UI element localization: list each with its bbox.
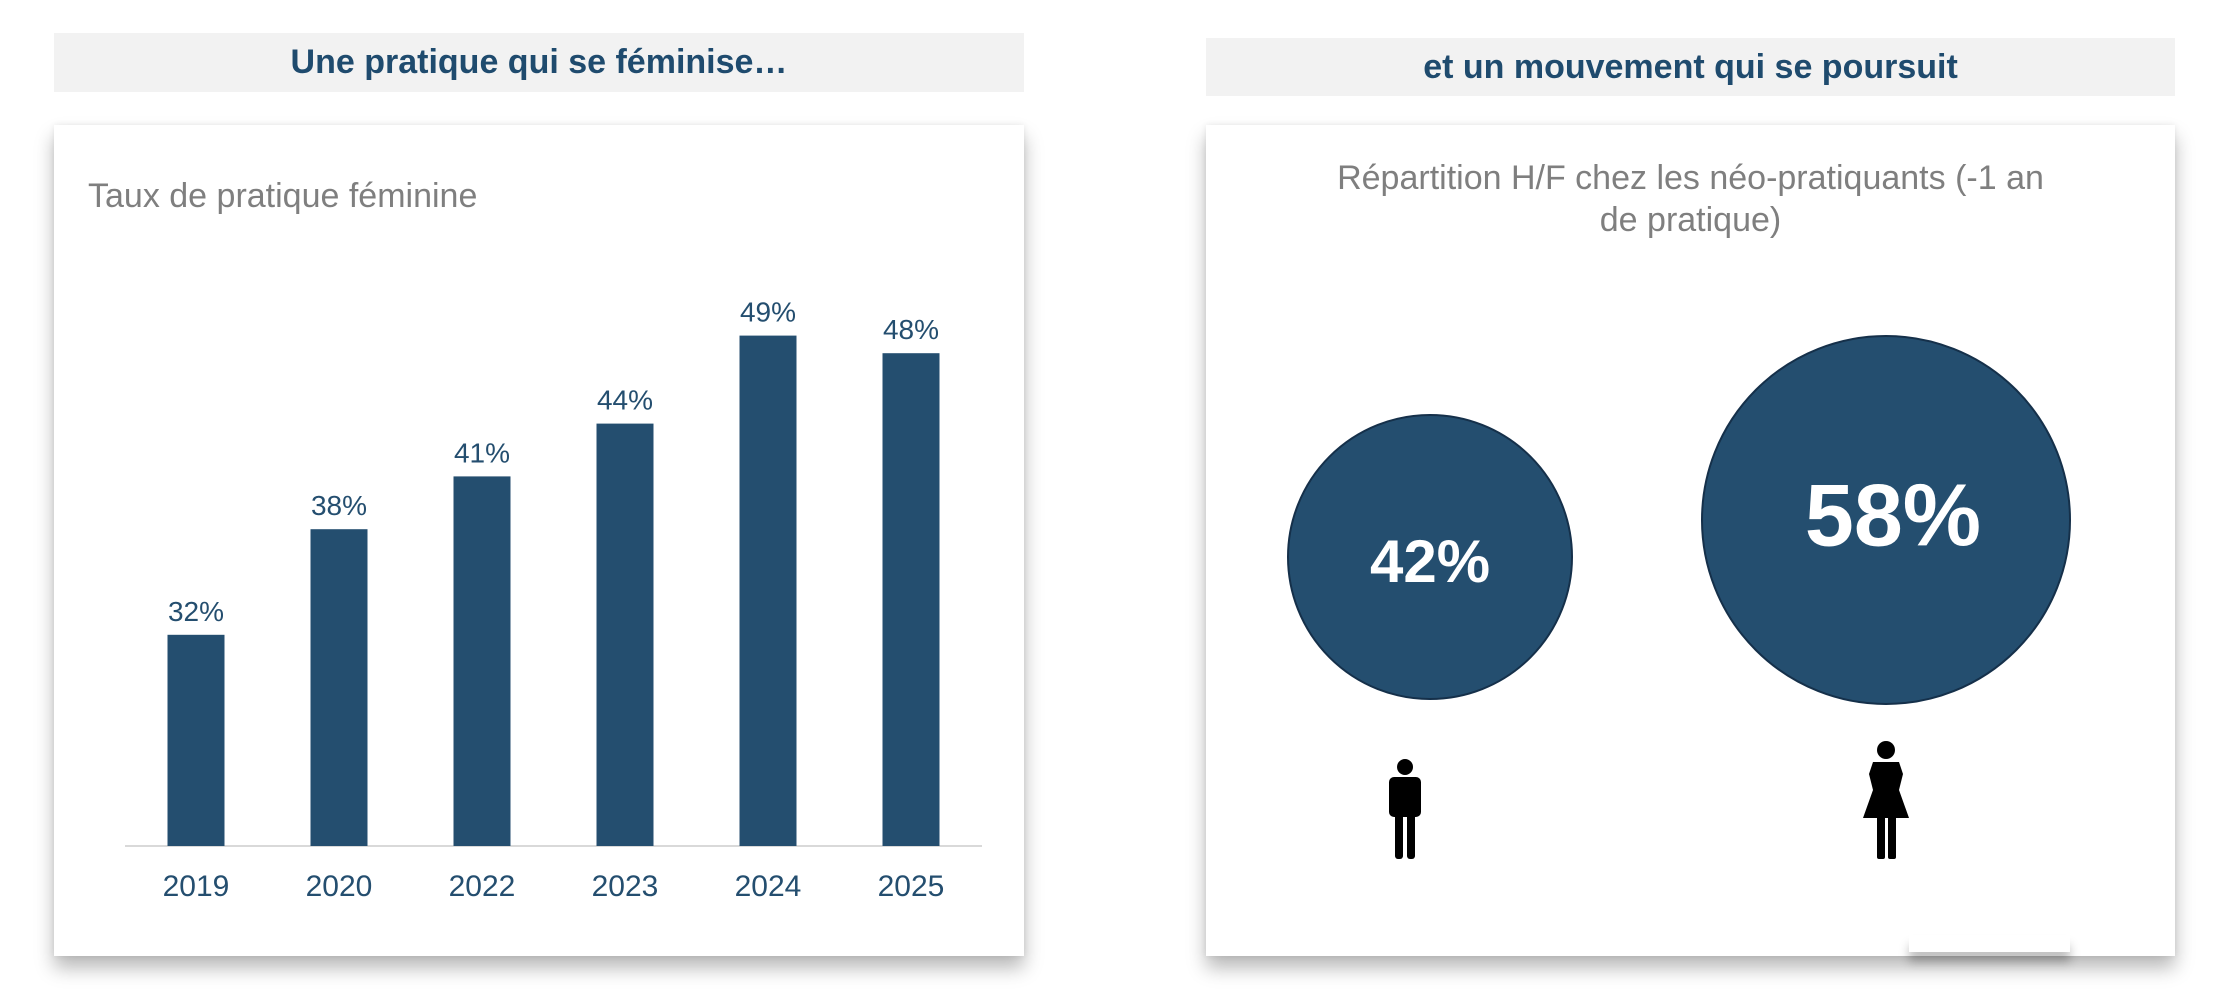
men-bubble: [1287, 414, 1573, 700]
men-percent: 42%: [1370, 528, 1490, 595]
bar-2019: [167, 634, 225, 846]
gender-chart-title-line1: Répartition H/F chez les néo-pratiquants…: [1337, 159, 2044, 197]
women-percent: 58%: [1805, 465, 1981, 564]
bar-chart: 32% 2019 38% 2020 41% 2022 44% 2023 49% 2024 48% 20…: [125, 297, 982, 903]
left-section-header-text: Une pratique qui se féminise…: [290, 43, 788, 81]
x-tick-label: 2023: [592, 870, 659, 903]
bar-2020: [310, 529, 368, 846]
decorative-tab: [1909, 935, 2070, 952]
bar-2025: [882, 353, 940, 846]
women-bubble: [1701, 335, 2071, 705]
bar-2023: [596, 423, 654, 846]
data-label: 44%: [597, 385, 653, 416]
x-tick-label: 2022: [449, 870, 516, 903]
data-label: 48%: [883, 314, 939, 345]
bar-2024: [739, 335, 797, 846]
gender-chart-title-line2: de pratique): [1599, 201, 1782, 239]
man-icon: [1389, 759, 1421, 859]
left-section-header: Une pratique qui se féminise…: [54, 33, 1024, 92]
data-label: 38%: [311, 490, 367, 521]
data-label: 49%: [740, 297, 796, 328]
data-label: 41%: [454, 437, 510, 468]
woman-icon: [1863, 741, 1909, 859]
x-tick-label: 2019: [163, 870, 230, 903]
x-tick-label: 2025: [878, 870, 945, 903]
data-label: 32%: [168, 596, 224, 627]
x-tick-label: 2020: [306, 870, 373, 903]
chart-title: Taux de pratique féminine: [88, 177, 478, 215]
right-section-header: et un mouvement qui se poursuit: [1206, 38, 2175, 96]
x-tick-label: 2024: [735, 870, 802, 903]
right-section-header-text: et un mouvement qui se poursuit: [1423, 47, 1958, 86]
gender-chart-title: Répartition H/F chez les néo-pratiquants…: [1206, 157, 2175, 241]
bar-2022: [453, 476, 511, 846]
